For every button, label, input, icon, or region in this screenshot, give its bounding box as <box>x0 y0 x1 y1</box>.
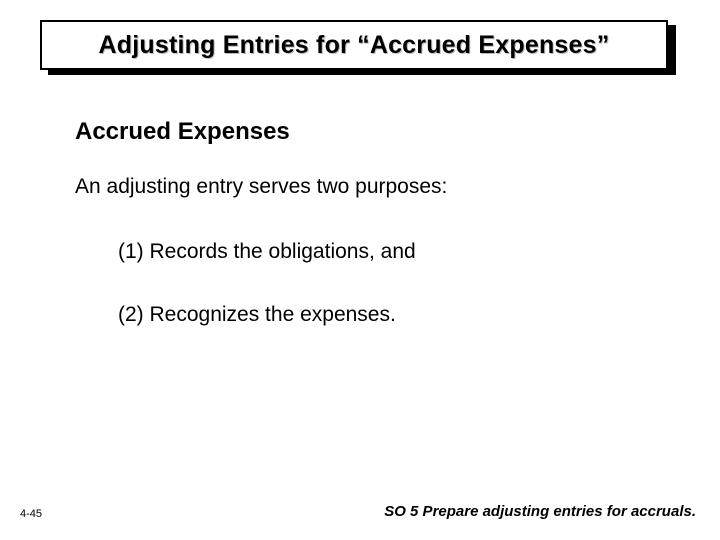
slide-title: Adjusting Entries for “Accrued Expenses” <box>99 31 610 60</box>
subheading: Accrued Expenses <box>75 118 290 146</box>
so-label: SO 5 <box>384 503 418 520</box>
bullet-point-1: (1) Records the obligations, and <box>118 240 416 264</box>
title-banner: Adjusting Entries for “Accrued Expenses” <box>40 20 668 70</box>
page-number: 4-45 <box>20 508 42 520</box>
so-description: Prepare adjusting entries for accruals. <box>418 503 696 520</box>
intro-line: An adjusting entry serves two purposes: <box>75 175 447 199</box>
bullet-point-2: (2) Recognizes the expenses. <box>118 303 396 327</box>
slide: Adjusting Entries for “Accrued Expenses”… <box>0 0 720 540</box>
study-objective: SO 5 Prepare adjusting entries for accru… <box>384 503 696 520</box>
